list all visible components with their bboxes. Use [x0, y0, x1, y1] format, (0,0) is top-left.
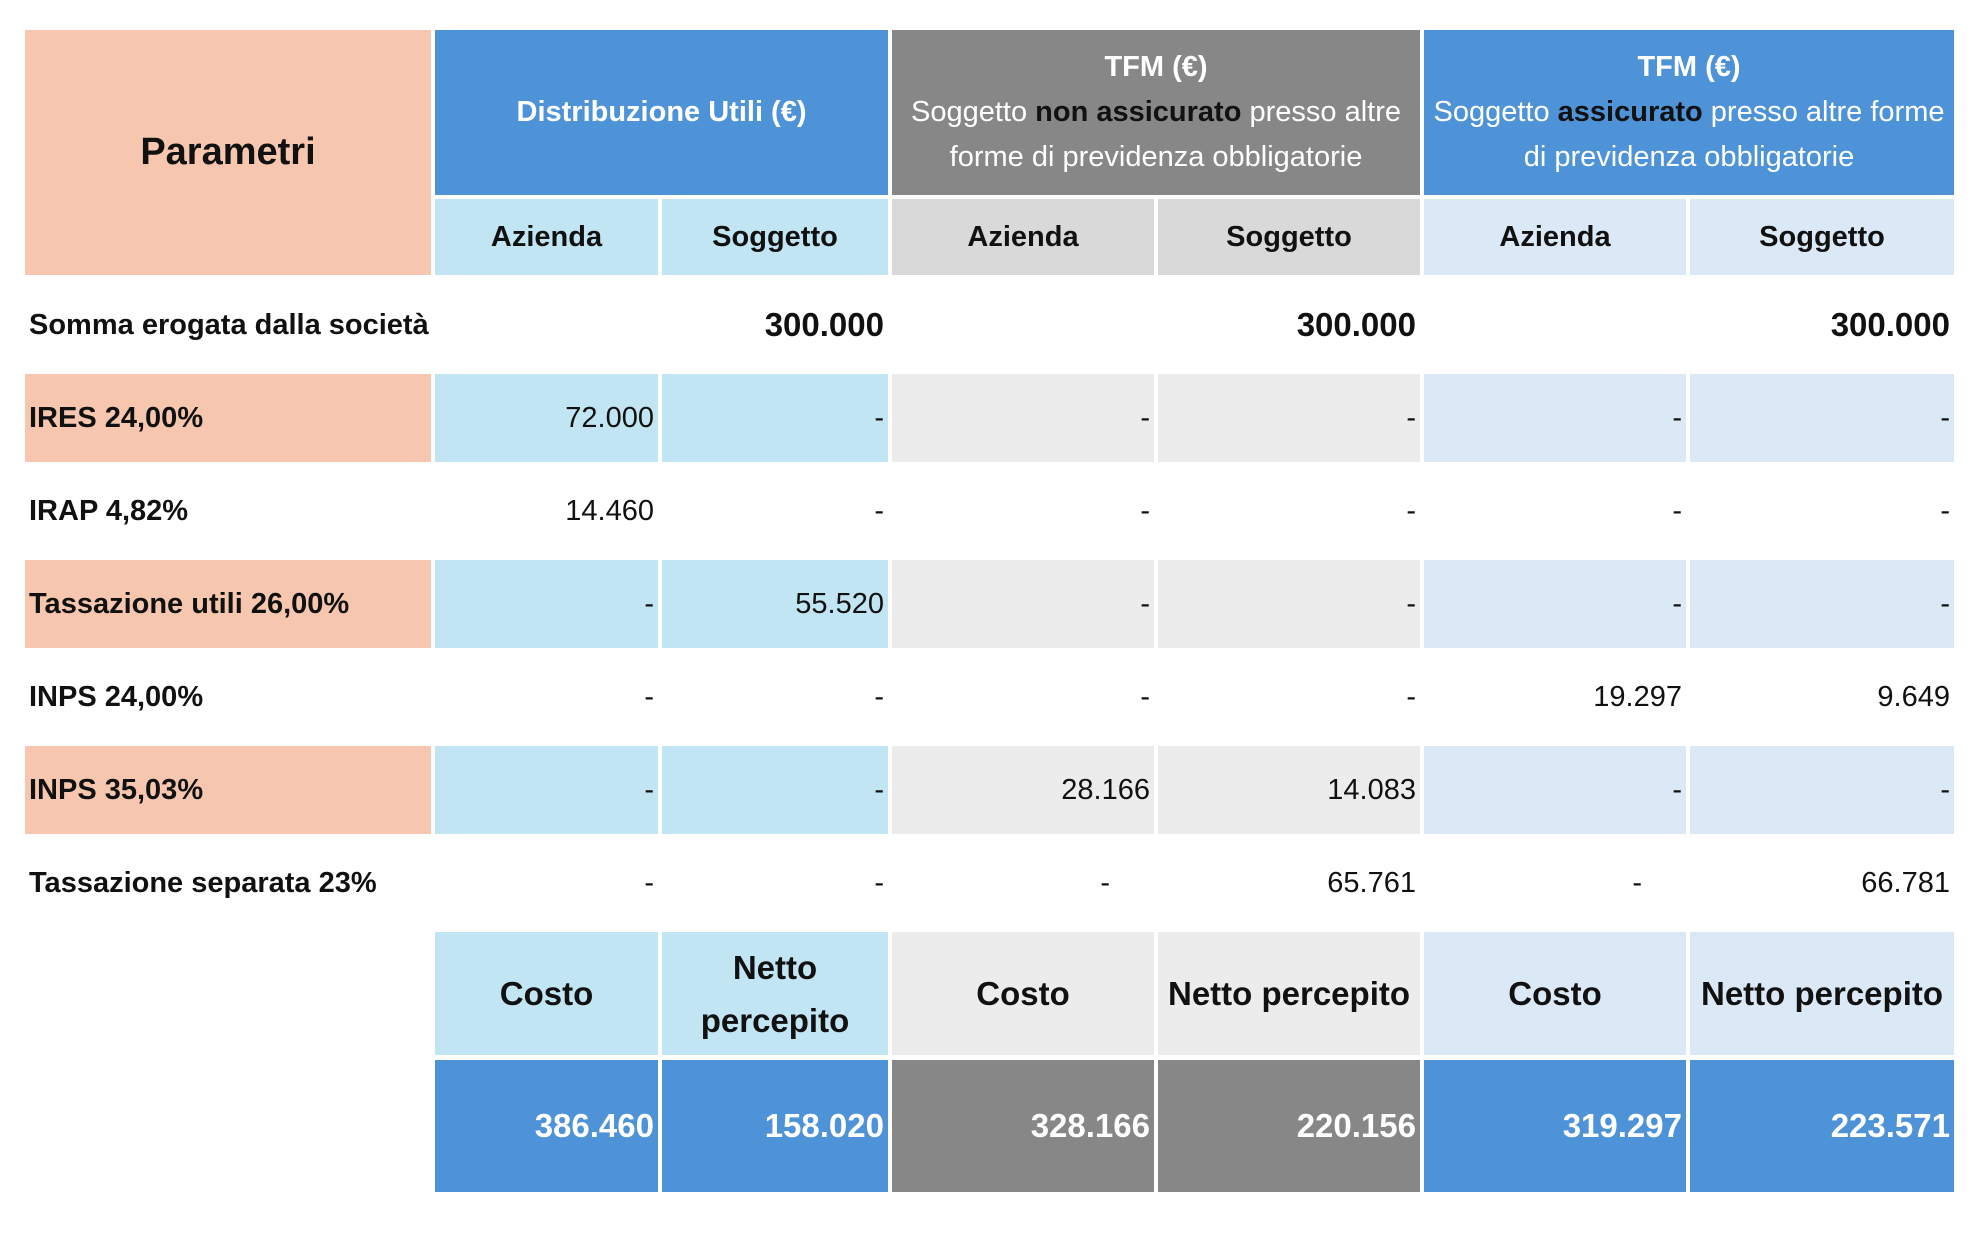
row-label: IRES 24,00% [25, 374, 431, 462]
subheader-soggetto: Soggetto [1690, 199, 1954, 275]
value-cell: - [1424, 560, 1686, 648]
value-cell: - [874, 494, 884, 527]
value-cell: - [1940, 494, 1950, 527]
value-cell: 66.781 [1861, 866, 1950, 899]
value-cell: 55.520 [662, 560, 888, 648]
total-costo: 386.460 [435, 1060, 658, 1192]
value-cell: - [892, 374, 1154, 462]
group-header-distribuzione: Distribuzione Utili (€) [435, 30, 888, 195]
value-cell: - [435, 746, 658, 834]
row-label: INPS 24,00% [29, 680, 204, 713]
footer-label-costo: Costo [1424, 932, 1686, 1055]
parametri-header: Parametri [25, 30, 431, 275]
row-label: INPS 35,03% [25, 746, 431, 834]
value-cell: 14.083 [1158, 746, 1420, 834]
group-header-tfm-non-assicurato: TFM (€) Soggetto non assicurato presso a… [892, 30, 1420, 195]
subheader-azienda: Azienda [1424, 199, 1686, 275]
subheader-soggetto: Soggetto [662, 199, 888, 275]
value-cell: - [1158, 374, 1420, 462]
value-cell: - [874, 680, 884, 713]
value-cell: 72.000 [435, 374, 658, 462]
subheader-azienda: Azienda [435, 199, 658, 275]
footer-label-costo: Costo [892, 932, 1154, 1055]
value-cell: 19.297 [1593, 680, 1682, 713]
value-cell: 300.000 [764, 306, 884, 343]
value-cell: - [1140, 680, 1150, 713]
value-cell: 9.649 [1877, 680, 1950, 713]
value-cell: - [662, 746, 888, 834]
total-netto: 223.571 [1690, 1060, 1954, 1192]
value-cell: - [1140, 494, 1150, 527]
value-cell: - [435, 560, 658, 648]
value-cell: - [1632, 866, 1642, 899]
value-cell: 65.761 [1327, 866, 1416, 899]
value-cell: 14.460 [565, 494, 654, 527]
value-cell: - [1424, 746, 1686, 834]
group-header-tfm-assicurato: TFM (€) Soggetto assicurato presso altre… [1424, 30, 1954, 195]
value-cell: - [1424, 374, 1686, 462]
subheader-azienda: Azienda [892, 199, 1154, 275]
footer-label-netto: Netto percepito [1690, 932, 1954, 1055]
value-cell: 28.166 [892, 746, 1154, 834]
value-cell: - [874, 866, 884, 899]
group-subtitle: Soggetto assicurato presso altre forme d… [1433, 96, 1945, 173]
subheader-soggetto: Soggetto [1158, 199, 1420, 275]
group-subtitle: Soggetto non assicurato presso altre for… [910, 96, 1401, 173]
row-label: IRAP 4,82% [29, 494, 189, 527]
value-cell: - [1158, 560, 1420, 648]
value-cell: - [1100, 866, 1110, 899]
total-netto: 220.156 [1158, 1060, 1420, 1192]
row-label: Tassazione utili 26,00% [25, 560, 431, 648]
value-cell: - [1690, 560, 1954, 648]
total-costo: 328.166 [892, 1060, 1154, 1192]
value-cell: - [1406, 494, 1416, 527]
value-cell: - [1690, 746, 1954, 834]
row-label: Somma erogata dalla società [29, 308, 429, 341]
footer-label-netto: Netto percepito [662, 932, 888, 1055]
value-cell: - [644, 680, 654, 713]
value-cell: - [892, 560, 1154, 648]
value-cell: - [1672, 494, 1682, 527]
total-costo: 319.297 [1424, 1060, 1686, 1192]
footer-label-costo: Costo [435, 932, 658, 1055]
total-netto: 158.020 [662, 1060, 888, 1192]
value-cell: - [644, 866, 654, 899]
row-label: Tassazione separata 23% [29, 866, 377, 899]
value-cell: 300.000 [1830, 306, 1950, 343]
value-cell: 300.000 [1296, 306, 1416, 343]
footer-label-netto: Netto percepito [1158, 932, 1420, 1055]
value-cell: - [1406, 680, 1416, 713]
value-cell: - [1690, 374, 1954, 462]
value-cell: - [662, 374, 888, 462]
